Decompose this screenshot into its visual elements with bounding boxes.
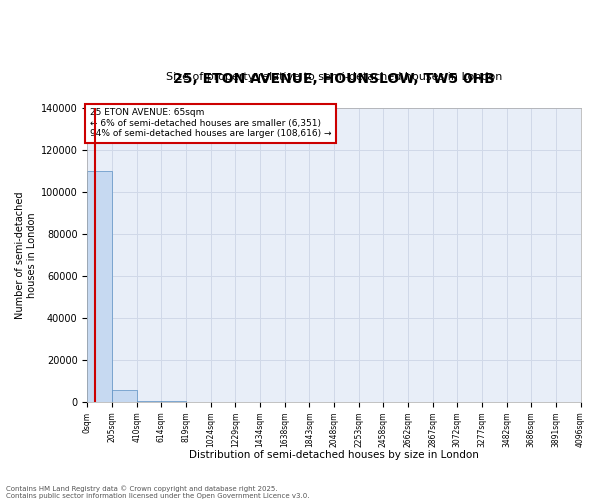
Text: 25, ETON AVENUE, HOUNSLOW, TW5 0HB: 25, ETON AVENUE, HOUNSLOW, TW5 0HB: [173, 72, 495, 86]
Bar: [112, 390, 137, 402]
X-axis label: Distribution of semi-detached houses by size in London: Distribution of semi-detached houses by …: [189, 450, 479, 460]
Text: Contains public sector information licensed under the Open Government Licence v3: Contains public sector information licen…: [6, 493, 310, 499]
Bar: [137, 401, 161, 402]
Text: Contains HM Land Registry data © Crown copyright and database right 2025.: Contains HM Land Registry data © Crown c…: [6, 486, 277, 492]
Text: 25 ETON AVENUE: 65sqm
← 6% of semi-detached houses are smaller (6,351)
94% of se: 25 ETON AVENUE: 65sqm ← 6% of semi-detac…: [90, 108, 331, 138]
Y-axis label: Number of semi-detached
houses in London: Number of semi-detached houses in London: [15, 191, 37, 318]
Bar: [88, 171, 112, 402]
Title: Size of property relative to semi-detached houses in London: Size of property relative to semi-detach…: [166, 72, 502, 82]
